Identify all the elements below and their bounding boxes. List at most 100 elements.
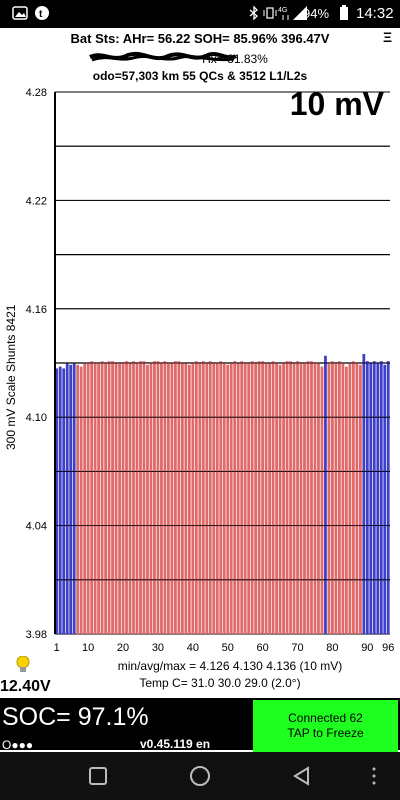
recent-apps-icon[interactable]	[86, 764, 110, 788]
x-tick-label: 60	[257, 642, 269, 654]
x-tick-label: 20	[117, 642, 129, 654]
cell-bar	[170, 363, 174, 634]
cell-bar	[118, 363, 121, 634]
y-axis-label: 300 mV Scale Shunts 8421	[4, 304, 18, 450]
cell-bar	[205, 363, 209, 634]
cell-bar	[212, 363, 216, 634]
cell-bar	[386, 361, 390, 634]
home-icon[interactable]	[188, 764, 212, 788]
cell-bar	[338, 361, 341, 634]
battery-icon	[336, 5, 352, 21]
x-tick-label: 90	[361, 642, 373, 654]
signal-icon	[292, 5, 308, 21]
cell-bar	[257, 361, 261, 634]
connection-status: Connected 62	[288, 711, 363, 725]
odometer-line: odo=57,303 km 55 QCs & 3512 L1/L2s	[92, 69, 308, 83]
freeze-label: TAP to Freeze	[287, 726, 364, 740]
status-bar: t 4G 94% 14:32	[0, 0, 400, 28]
cell-bar	[100, 361, 104, 634]
cell-bar	[132, 361, 135, 634]
cell-bar	[247, 363, 251, 634]
overflow-menu-icon[interactable]	[362, 764, 386, 788]
x-tick-label: 96	[382, 642, 394, 654]
cell-bar	[240, 361, 244, 634]
x-tick-label: 10	[82, 642, 94, 654]
cell-bar	[222, 363, 226, 634]
image-icon	[12, 5, 28, 21]
tap-to-freeze-button[interactable]: Connected 62 TAP to Freeze	[253, 700, 398, 752]
cell-bar	[344, 366, 348, 634]
cell-bar	[296, 361, 299, 634]
cell-bar	[365, 361, 369, 634]
cell-bar	[362, 353, 366, 634]
cell-bar	[320, 366, 324, 634]
cell-bar	[97, 363, 101, 634]
y-tick-label: 4.22	[26, 195, 47, 207]
cell-bar	[191, 363, 195, 634]
cell-bar	[135, 363, 139, 634]
x-tick-label: 30	[152, 642, 164, 654]
cell-bar	[383, 364, 387, 634]
4g-signal-icon: 4G	[278, 5, 294, 21]
t-app-icon: t	[34, 5, 50, 21]
cell-bar	[107, 361, 111, 634]
battery-percentage: 94%	[303, 6, 330, 21]
cell-bar	[233, 361, 237, 634]
cell-bar	[292, 363, 296, 634]
cell-bar	[331, 361, 334, 634]
x-tick-label: 40	[187, 642, 199, 654]
activity-dots: O●●●	[2, 738, 34, 752]
cell-bar	[125, 361, 128, 634]
back-icon[interactable]	[290, 764, 314, 788]
cell-bar	[187, 364, 191, 634]
cell-bar	[163, 361, 167, 634]
cell-bar	[236, 363, 240, 634]
cell-bar	[69, 364, 73, 634]
cell-bar	[261, 361, 265, 634]
cell-bar	[184, 363, 188, 634]
cell-bar	[285, 361, 289, 634]
cell-bar	[317, 363, 320, 634]
cell-bar	[376, 363, 380, 634]
cell-bar	[58, 366, 62, 634]
cell-bar	[355, 363, 359, 634]
cell-bar	[226, 364, 230, 634]
cell-bar	[198, 363, 202, 634]
menu-icon[interactable]: Ξ	[382, 29, 392, 45]
battery-status-line: Bat Sts: AHr= 56.22 SOH= 85.96% 396.47V	[70, 31, 330, 46]
cell-bar	[90, 361, 94, 634]
cell-bar	[250, 361, 254, 634]
cell-bar	[264, 363, 268, 634]
soc-readout: SOC= 97.1%	[2, 703, 149, 731]
cell-bar	[341, 363, 345, 634]
cell-bar	[289, 361, 292, 634]
cell-bar	[254, 363, 258, 634]
redacted-scribble	[89, 51, 238, 62]
y-tick-label: 3.98	[26, 629, 47, 641]
min-avg-max: min/avg/max = 4.126 4.130 4.136 (10 mV)	[117, 659, 343, 673]
svg-text:t: t	[39, 9, 43, 20]
cell-bar	[55, 368, 59, 634]
temperature: Temp C= 31.0 30.0 29.0 (2.0°)	[139, 676, 301, 690]
cell-bar	[160, 363, 163, 634]
cell-bar	[121, 363, 125, 634]
cell-bar	[156, 361, 160, 634]
cell-voltage-chart[interactable]: 4.28 4.22 4.16 4.10 4.04 3.98 1 10 20 30 40 50 60 70 8…	[0, 84, 400, 656]
cell-bar	[215, 363, 219, 634]
cell-bar	[149, 363, 153, 634]
y-tick-label: 4.10	[26, 412, 47, 424]
cell-bar	[83, 363, 87, 634]
cell-bar	[268, 363, 272, 634]
cell-bar	[194, 361, 198, 634]
cell-bar	[369, 363, 373, 634]
cell-bar	[324, 355, 327, 634]
health-line: Hx= 81.83%	[202, 52, 268, 66]
cell-bar	[303, 363, 306, 634]
cell-bar	[229, 363, 233, 634]
cell-bar	[282, 363, 285, 634]
navigation-bar	[0, 752, 400, 800]
x-tick-label: 50	[222, 642, 234, 654]
cell-bar	[62, 368, 66, 634]
cell-bar	[327, 363, 331, 634]
y-tick-label: 4.04	[26, 521, 47, 533]
